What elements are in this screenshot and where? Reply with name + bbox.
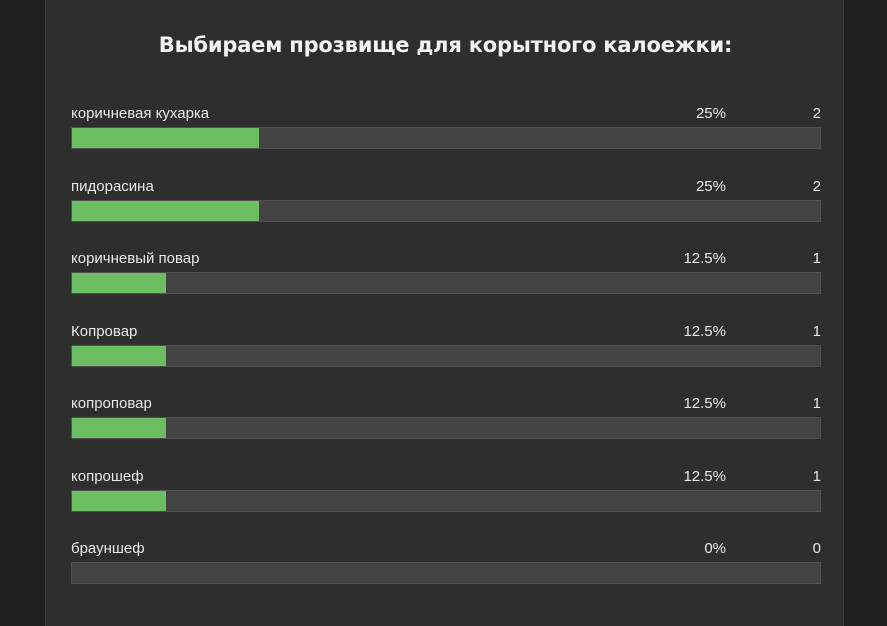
poll-option-vote-count: 0 <box>812 540 821 557</box>
poll-option-label: пидорасина <box>71 177 154 195</box>
poll-option-bar-fill <box>72 418 166 438</box>
poll-option-vote-count: 1 <box>812 322 821 340</box>
poll-option-percent: 25% <box>695 177 726 195</box>
poll-option: брауншеф 0% 0 <box>71 540 821 613</box>
poll-option: коричневая кухарка 25% 2 <box>71 105 821 178</box>
poll-option-bar-track <box>71 489 821 512</box>
poll-options-list: коричневая кухарка 25% 2 пидорасина 25% … <box>71 105 821 613</box>
poll-results-panel: Выбираем прозвище для корытного калоежки… <box>45 0 844 626</box>
poll-option: Копровар 12.5% 1 <box>71 323 821 396</box>
poll-option-bar-fill <box>72 345 166 366</box>
poll-option: копроповар 12.5% 1 <box>71 395 821 468</box>
poll-option-vote-count: 1 <box>812 395 821 412</box>
poll-option-percent: 25% <box>695 105 726 122</box>
poll-option: пидорасина 25% 2 <box>71 178 821 251</box>
poll-option-bar-fill <box>72 273 166 293</box>
poll-option-vote-count: 1 <box>812 250 821 267</box>
poll-option-vote-count: 2 <box>812 177 821 195</box>
poll-option-bar-track <box>71 344 821 367</box>
poll-option-label: Копровар <box>71 322 138 340</box>
poll-option-bar-track <box>71 562 821 584</box>
poll-option-label: коричневая кухарка <box>71 105 210 122</box>
poll-option-label: брауншеф <box>71 540 145 557</box>
poll-option-percent: 12.5% <box>683 395 726 412</box>
poll-option-bar-track <box>71 199 821 222</box>
poll-option-label: копроповар <box>71 395 152 412</box>
poll-option-bar-fill <box>72 128 259 148</box>
poll-option: копрошеф 12.5% 1 <box>71 468 821 541</box>
poll-option: коричневый повар 12.5% 1 <box>71 250 821 323</box>
poll-option-percent: 0% <box>704 540 726 557</box>
poll-option-label: копрошеф <box>71 467 144 485</box>
poll-option-percent: 12.5% <box>683 322 726 340</box>
poll-option-percent: 12.5% <box>683 250 726 267</box>
poll-option-vote-count: 1 <box>812 467 821 485</box>
poll-option-bar-track <box>71 272 821 294</box>
poll-option-label: коричневый повар <box>71 250 200 267</box>
poll-option-bar-fill <box>72 490 166 511</box>
poll-title: Выбираем прозвище для корытного калоежки… <box>158 33 733 57</box>
poll-option-bar-track <box>71 127 821 149</box>
poll-option-bar-fill <box>72 200 259 221</box>
poll-option-vote-count: 2 <box>812 105 821 122</box>
poll-option-percent: 12.5% <box>683 467 726 485</box>
poll-option-bar-track <box>71 417 821 439</box>
